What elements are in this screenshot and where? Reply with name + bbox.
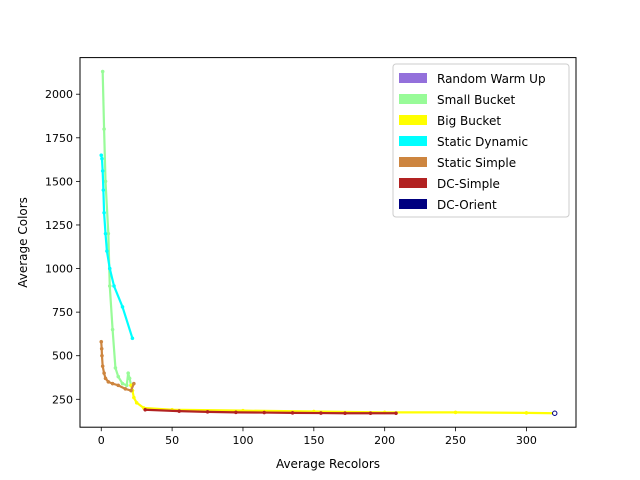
data-point-small-bucket <box>127 376 132 381</box>
plot-frame <box>79 57 577 428</box>
data-point-static-simple <box>129 388 133 393</box>
data-point-static-simple <box>100 364 105 369</box>
series-static-simple <box>99 339 136 393</box>
legend-swatch-dc-simple <box>399 178 427 188</box>
y-tick-label: 750 <box>52 306 73 319</box>
y-axis-label: Average Colors <box>16 197 30 288</box>
data-point-big-bucket <box>134 400 139 405</box>
x-tick-label: 250 <box>445 434 466 447</box>
data-point-static-simple <box>103 376 108 381</box>
data-point-static-simple <box>99 346 104 351</box>
data-point-static-dynamic <box>130 336 135 341</box>
x-tick-label: 100 <box>232 434 253 447</box>
data-point-dc-simple <box>177 409 182 414</box>
data-point-static-dynamic <box>99 153 104 158</box>
data-point-small-bucket <box>107 284 112 288</box>
legend-swatch-big-bucket <box>399 115 427 125</box>
data-point-static-dynamic <box>103 231 108 236</box>
data-point-small-bucket <box>124 383 129 388</box>
data-point-dc-simple <box>319 411 323 415</box>
data-point-static-dynamic <box>105 249 109 253</box>
data-point-dc-simple <box>262 410 267 415</box>
data-point-static-dynamic <box>101 188 106 192</box>
data-point-static-simple <box>132 381 136 386</box>
y-axis: 250 500 750 1000 1250 1500 1750 2000 <box>45 88 80 406</box>
x-tick-label: 300 <box>516 434 537 447</box>
legend-label-static-dynamic: Static Dynamic <box>437 135 528 149</box>
legend-swatch-static-simple <box>399 157 427 167</box>
series-static-dynamic <box>99 153 135 341</box>
data-point-static-dynamic <box>107 266 112 271</box>
legend: Random Warm Up Small Bucket Big Bucket Stat… <box>392 63 570 218</box>
y-tick-label: 1000 <box>45 263 73 276</box>
data-point-big-bucket <box>524 411 529 415</box>
data-point-static-dynamic <box>120 305 125 309</box>
data-point-small-bucket <box>102 127 106 131</box>
y-tick-label: 1250 <box>45 219 73 232</box>
data-point-static-simple <box>110 381 115 386</box>
x-tick-label: 200 <box>374 434 395 447</box>
y-tick-label: 1500 <box>45 175 73 188</box>
data-point-static-dynamic <box>100 169 105 173</box>
legend-swatch-random-warm-up <box>399 73 427 83</box>
data-point-dc-simple <box>290 411 295 415</box>
y-tick-label: 2000 <box>45 88 73 101</box>
series-layer <box>99 69 558 416</box>
legend-swatch-static-dynamic <box>399 136 427 146</box>
data-point-small-bucket <box>100 69 105 74</box>
data-point-static-simple <box>106 380 111 384</box>
data-point-static-simple <box>100 353 104 358</box>
series-dc-orient <box>552 410 558 416</box>
data-point-dc-simple <box>234 410 238 415</box>
y-tick-label: 1750 <box>45 132 73 145</box>
x-tick-label: 150 <box>303 434 324 447</box>
data-point-dc-simple <box>343 411 347 416</box>
legend-label-static-simple: Static Simple <box>437 156 516 170</box>
y-tick-label: 250 <box>52 393 73 406</box>
legend-swatch-small-bucket <box>399 94 427 104</box>
legend-label-dc-simple: DC-Simple <box>437 177 500 191</box>
x-axis: 0 50 100 150 200 250 300 <box>98 427 537 447</box>
data-point-static-simple <box>99 339 104 344</box>
data-point-small-bucket <box>120 381 125 386</box>
data-point-dc-simple <box>394 411 398 416</box>
data-point-dc-simple <box>143 407 148 412</box>
series-line-static-simple <box>100 340 135 392</box>
legend-label-big-bucket: Big Bucket <box>437 114 501 128</box>
data-point-static-dynamic <box>102 210 106 215</box>
legend-label-small-bucket: Small Bucket <box>437 93 515 107</box>
data-point-small-bucket <box>110 327 115 332</box>
legend-swatch-dc-orient <box>399 199 427 209</box>
legend-label-dc-orient: DC-Orient <box>437 198 497 212</box>
legend-label-random-warm-up: Random Warm Up <box>437 72 546 86</box>
y-tick-label: 500 <box>52 350 73 363</box>
data-point-static-dynamic <box>112 284 116 288</box>
data-point-static-dynamic <box>100 156 104 161</box>
series-line-small-bucket <box>101 70 134 392</box>
data-point-dc-orient <box>552 410 558 416</box>
data-point-big-bucket <box>132 395 136 400</box>
series-line-dc-simple <box>144 408 398 415</box>
x-axis-label: Average Recolors <box>276 457 380 471</box>
series-line-big-bucket <box>129 384 556 415</box>
data-point-small-bucket <box>116 374 121 379</box>
data-point-dc-simple <box>368 411 373 416</box>
x-tick-label: 0 <box>98 434 105 447</box>
series-big-bucket <box>129 383 557 416</box>
x-tick-label: 50 <box>165 434 179 447</box>
data-point-small-bucket <box>103 179 108 184</box>
data-point-static-simple <box>123 387 128 391</box>
series-dc-simple <box>143 407 398 416</box>
data-point-static-simple <box>102 371 106 375</box>
data-point-dc-simple <box>205 410 210 414</box>
data-point-small-bucket <box>126 371 131 375</box>
data-point-big-bucket <box>453 410 458 415</box>
data-point-static-simple <box>116 383 121 388</box>
data-point-small-bucket <box>113 366 118 370</box>
legend-box <box>392 63 570 218</box>
